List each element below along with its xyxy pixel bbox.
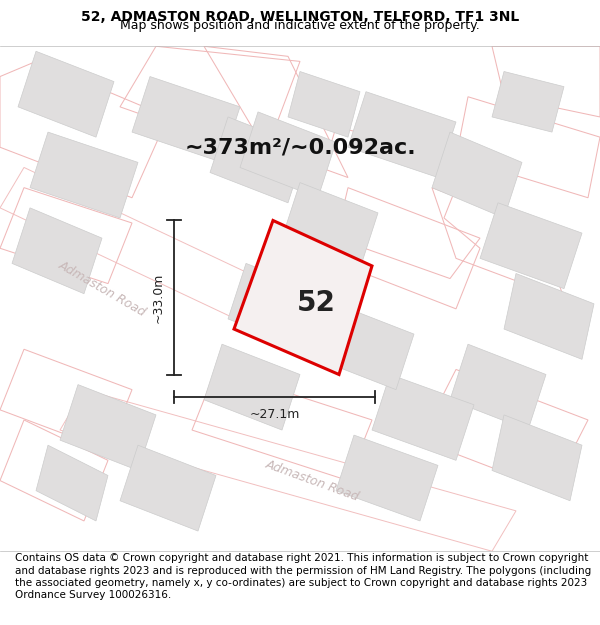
Polygon shape <box>318 304 414 389</box>
Text: ~27.1m: ~27.1m <box>250 408 299 421</box>
Text: Contains OS data © Crown copyright and database right 2021. This information is : Contains OS data © Crown copyright and d… <box>15 553 591 601</box>
Polygon shape <box>60 384 156 471</box>
Text: Admaston Road: Admaston Road <box>263 458 361 504</box>
Polygon shape <box>450 344 546 430</box>
Polygon shape <box>282 182 378 269</box>
Text: ~33.0m: ~33.0m <box>152 272 165 322</box>
Polygon shape <box>18 51 114 137</box>
Polygon shape <box>240 112 336 198</box>
Text: ~373m²/~0.092ac.: ~373m²/~0.092ac. <box>184 138 416 158</box>
Polygon shape <box>492 71 564 132</box>
Polygon shape <box>12 208 102 294</box>
Polygon shape <box>336 435 438 521</box>
Polygon shape <box>432 132 522 218</box>
Polygon shape <box>504 274 594 359</box>
Polygon shape <box>0 168 324 349</box>
Text: 52, ADMASTON ROAD, WELLINGTON, TELFORD, TF1 3NL: 52, ADMASTON ROAD, WELLINGTON, TELFORD, … <box>81 10 519 24</box>
Polygon shape <box>288 71 360 137</box>
Polygon shape <box>372 374 474 461</box>
Polygon shape <box>210 117 306 202</box>
Polygon shape <box>204 344 300 430</box>
Polygon shape <box>60 389 516 551</box>
Polygon shape <box>36 445 108 521</box>
Polygon shape <box>228 263 324 349</box>
Polygon shape <box>120 445 216 531</box>
Text: 52: 52 <box>297 289 336 316</box>
Text: Map shows position and indicative extent of the property.: Map shows position and indicative extent… <box>120 19 480 32</box>
Polygon shape <box>234 221 372 374</box>
Polygon shape <box>30 132 138 218</box>
Polygon shape <box>132 76 240 162</box>
Polygon shape <box>348 92 456 178</box>
Polygon shape <box>480 202 582 289</box>
Text: Admaston Road: Admaston Road <box>56 258 148 319</box>
Polygon shape <box>492 415 582 501</box>
